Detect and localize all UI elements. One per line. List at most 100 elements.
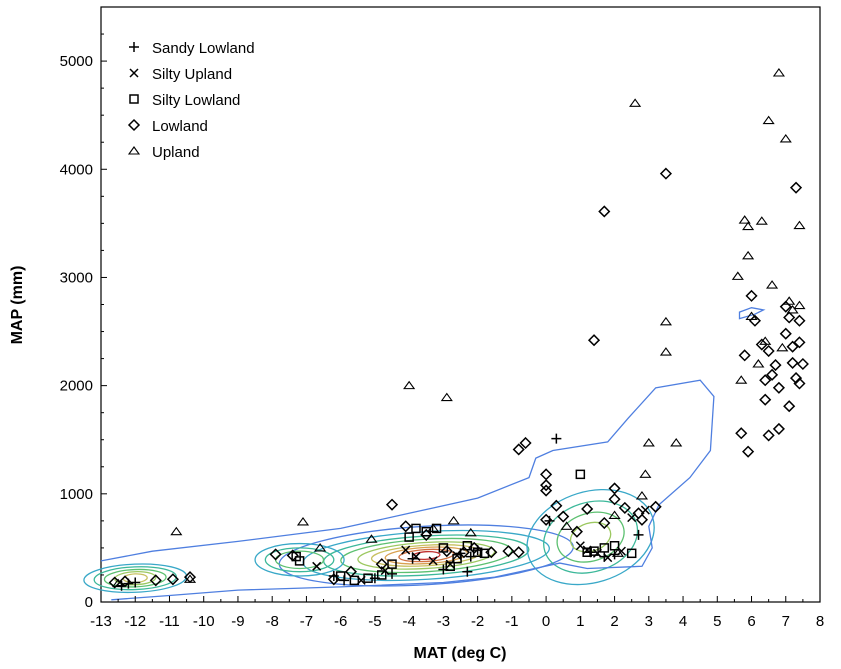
data-point bbox=[670, 438, 683, 447]
data-point bbox=[745, 289, 758, 302]
legend-marker bbox=[129, 68, 139, 78]
data-point bbox=[608, 510, 621, 520]
data-point bbox=[598, 205, 611, 218]
data-point bbox=[312, 561, 322, 571]
data-point bbox=[375, 558, 388, 571]
x-tick-label: -9 bbox=[231, 613, 244, 630]
data-point bbox=[512, 546, 525, 559]
data-point bbox=[581, 502, 594, 516]
x-tick-label: -5 bbox=[368, 613, 381, 630]
x-tick-label: 0 bbox=[542, 613, 550, 630]
data-point bbox=[399, 520, 412, 533]
x-tick-label: 8 bbox=[816, 613, 824, 630]
y-tick-label: 5000 bbox=[60, 53, 93, 70]
data-point bbox=[793, 377, 806, 390]
y-tick-label: 4000 bbox=[60, 161, 93, 178]
density-contour bbox=[264, 547, 335, 573]
density-contours bbox=[83, 307, 766, 601]
data-point bbox=[779, 300, 792, 313]
data-point bbox=[731, 271, 744, 280]
y-tick-label: 2000 bbox=[60, 378, 93, 395]
data-point bbox=[779, 134, 792, 143]
data-point bbox=[420, 528, 433, 541]
data-point bbox=[560, 521, 573, 530]
data-point bbox=[540, 484, 553, 497]
data-point bbox=[629, 98, 642, 107]
data-point bbox=[428, 556, 438, 566]
density-contour bbox=[543, 500, 639, 574]
data-point bbox=[759, 374, 772, 387]
data-point bbox=[570, 525, 583, 538]
legend-marker bbox=[127, 146, 141, 155]
data-point bbox=[363, 573, 373, 583]
x-tick-label: -13 bbox=[90, 613, 112, 630]
data-point bbox=[779, 327, 792, 340]
density-contour bbox=[302, 529, 550, 582]
data-point bbox=[738, 215, 751, 224]
data-point bbox=[793, 314, 806, 327]
data-point bbox=[762, 115, 775, 125]
data-point bbox=[403, 380, 416, 390]
data-point bbox=[464, 527, 477, 537]
x-tick-label: -8 bbox=[266, 613, 279, 630]
data-point bbox=[170, 526, 183, 536]
x-tick-label: -2 bbox=[471, 613, 484, 630]
x-tick-label: 6 bbox=[747, 613, 755, 630]
data-point bbox=[335, 571, 346, 581]
data-point bbox=[762, 429, 775, 442]
x-tick-label: 1 bbox=[576, 613, 584, 630]
data-point bbox=[112, 578, 125, 588]
legend: Sandy Lowland Silty Upland Silty Lowland Lo… bbox=[127, 40, 255, 161]
data-point bbox=[452, 553, 462, 564]
x-tick-label: -11 bbox=[159, 613, 180, 630]
data-point bbox=[427, 523, 440, 532]
data-point bbox=[551, 433, 562, 444]
data-point bbox=[294, 556, 305, 566]
x-tick-label: -1 bbox=[505, 613, 518, 630]
data-points bbox=[108, 68, 809, 591]
density-contour bbox=[93, 566, 177, 591]
data-point bbox=[502, 545, 515, 558]
data-point bbox=[789, 181, 803, 194]
data-point bbox=[411, 552, 421, 562]
legend-marker bbox=[129, 42, 139, 52]
density-contour bbox=[556, 511, 625, 563]
data-point bbox=[786, 340, 799, 353]
y-tick-label: 1000 bbox=[60, 486, 93, 503]
data-point bbox=[755, 216, 768, 225]
data-point bbox=[633, 529, 644, 540]
y-tick-label: 3000 bbox=[60, 269, 93, 286]
data-point bbox=[540, 513, 553, 526]
data-point bbox=[793, 336, 806, 349]
data-point bbox=[431, 523, 442, 534]
x-tick-label: 5 bbox=[713, 613, 721, 630]
legend-label: Silty Upland bbox=[152, 66, 232, 83]
data-point bbox=[296, 516, 310, 526]
density-contour bbox=[254, 542, 345, 577]
data-point bbox=[786, 356, 799, 369]
x-tick-label: -7 bbox=[300, 613, 313, 630]
x-tick-label: -3 bbox=[437, 613, 450, 630]
data-point bbox=[598, 516, 611, 530]
data-point bbox=[793, 300, 806, 310]
data-point bbox=[603, 553, 613, 563]
density-contour-outer bbox=[100, 379, 715, 601]
data-point bbox=[635, 513, 649, 526]
density-contour-outer bbox=[738, 307, 766, 320]
data-point bbox=[735, 375, 748, 384]
density-contour bbox=[398, 548, 455, 563]
data-point bbox=[550, 499, 563, 512]
x-tick-label: -10 bbox=[193, 613, 215, 630]
data-point bbox=[166, 573, 179, 586]
x-tick-label: 2 bbox=[610, 613, 618, 630]
data-point bbox=[772, 381, 785, 394]
data-point bbox=[468, 541, 481, 554]
legend-label: Silty Lowland bbox=[152, 92, 240, 109]
data-point bbox=[407, 553, 418, 564]
data-point bbox=[608, 493, 621, 506]
data-point bbox=[626, 548, 637, 559]
data-point bbox=[519, 436, 532, 450]
data-point bbox=[649, 500, 662, 513]
data-point bbox=[462, 566, 473, 577]
data-point bbox=[512, 443, 525, 456]
